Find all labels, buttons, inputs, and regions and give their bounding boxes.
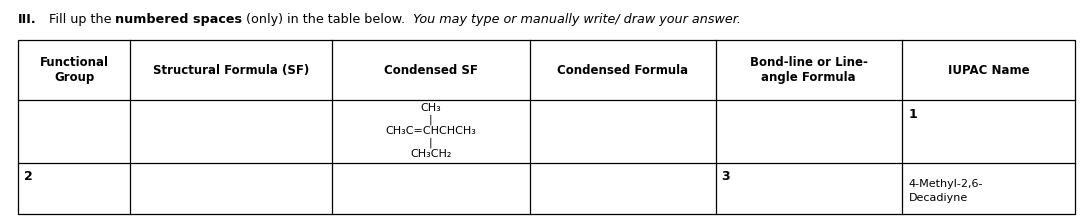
Text: CH₃: CH₃: [421, 103, 441, 113]
Text: Fill up the: Fill up the: [37, 13, 115, 26]
Text: Condensed Formula: Condensed Formula: [557, 64, 688, 77]
Text: |: |: [429, 115, 433, 125]
Text: Bond-line or Line-
angle Formula: Bond-line or Line- angle Formula: [750, 56, 867, 84]
Text: 3: 3: [722, 170, 730, 183]
Text: 1: 1: [909, 108, 917, 121]
Text: 2: 2: [24, 170, 33, 183]
Text: (only) in the table below.: (only) in the table below.: [242, 13, 413, 26]
Text: Functional
Group: Functional Group: [39, 56, 109, 84]
Text: CH₃CH₂: CH₃CH₂: [410, 149, 451, 159]
Text: numbered spaces: numbered spaces: [115, 13, 242, 26]
Text: You may type or manually write/ draw your answer.: You may type or manually write/ draw you…: [413, 13, 741, 26]
Text: III.: III.: [18, 13, 37, 26]
Bar: [18, 40, 1075, 214]
Text: Condensed SF: Condensed SF: [384, 64, 477, 77]
Text: 4-Methyl-2,6-: 4-Methyl-2,6-: [909, 179, 983, 189]
Text: Structural Formula (SF): Structural Formula (SF): [153, 64, 309, 77]
Text: Decadiyne: Decadiyne: [909, 193, 967, 203]
Text: |: |: [429, 138, 433, 148]
Text: IUPAC Name: IUPAC Name: [948, 64, 1029, 77]
Text: CH₃C=CHCHCH₃: CH₃C=CHCHCH₃: [385, 126, 476, 136]
